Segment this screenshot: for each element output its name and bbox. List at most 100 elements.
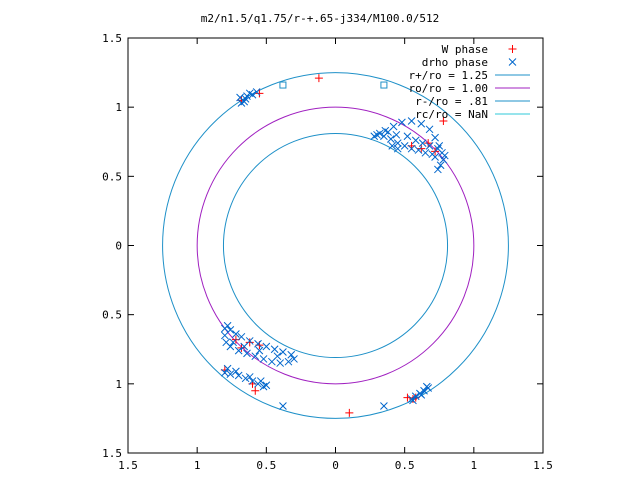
square-marker — [279, 81, 287, 89]
legend-label: drho phase — [422, 56, 488, 69]
drho-phase-point — [375, 129, 384, 138]
radius-circle — [162, 72, 509, 419]
drho-phase-point — [381, 126, 390, 135]
drho-phase-point — [262, 342, 271, 351]
drho-phase-point — [386, 135, 395, 143]
drho-phase-point — [232, 367, 240, 376]
drho-phase-point — [256, 377, 265, 385]
drho-phase-point — [243, 349, 251, 358]
drho-phase-point — [380, 402, 388, 410]
drho-phase-point — [400, 142, 409, 150]
drho-phase-point — [398, 118, 406, 127]
drho-phase-point — [436, 161, 445, 170]
drho-phase-point — [262, 381, 271, 390]
drho-phase-point — [439, 155, 448, 164]
drho-phase-point — [393, 139, 402, 147]
drho-phase-point — [388, 142, 397, 150]
w-phase-point — [439, 117, 448, 125]
drho-phase-point — [421, 148, 430, 157]
drho-phase-point — [417, 119, 426, 128]
drho-phase-point — [290, 355, 298, 363]
drho-phase-point — [270, 345, 279, 354]
drho-phase-point — [417, 391, 426, 399]
drho-phase-point — [420, 386, 428, 395]
drho-phase-point — [240, 342, 249, 351]
drho-phase-point — [252, 88, 261, 96]
y-tick-label: 0 — [115, 240, 122, 253]
drho-phase-point — [240, 97, 249, 106]
y-tick-label: 0.5 — [102, 170, 122, 183]
drho-phase-point — [407, 117, 416, 125]
x-tick-label: 0.5 — [395, 459, 415, 472]
drho-phase-point — [403, 132, 412, 141]
drho-phase-point — [414, 146, 423, 154]
w-phase-point — [314, 74, 323, 83]
drho-phase-point — [243, 92, 251, 100]
drho-phase-point — [251, 352, 260, 361]
drho-phase-point — [259, 355, 268, 363]
drho-phase-point — [392, 130, 401, 139]
legend-label: W phase — [442, 43, 488, 56]
x-tick-label: 1 — [194, 459, 201, 472]
w-phase-point — [345, 408, 354, 417]
drho-phase-point — [407, 144, 416, 153]
legend-marker-plus — [508, 45, 517, 53]
drho-phase-point — [237, 332, 246, 341]
legend-marker-cross — [508, 58, 517, 66]
drho-phase-point — [411, 136, 420, 145]
axis-ticks: 1.5 1 0.5 0 0.5 1 1.51.510.500.511.5 — [102, 32, 553, 472]
y-tick-label: 1 — [115, 101, 122, 114]
drho-phase-point — [226, 370, 235, 379]
legend-label: r-/ro = .81 — [415, 95, 488, 108]
w-phase-point — [251, 386, 260, 395]
radius-circle — [222, 132, 449, 359]
drho-phase-point — [248, 377, 257, 385]
drho-phase-point — [431, 153, 439, 161]
drho-phase-point — [284, 357, 293, 366]
drho-phase-point — [409, 396, 417, 405]
drho-phase-point — [422, 382, 431, 391]
drho-phase-point — [431, 133, 439, 142]
drho-phase-point — [229, 338, 237, 347]
x-tick-label: 0.5 — [256, 459, 276, 472]
drho-phase-point — [434, 165, 442, 174]
square-marker — [380, 81, 388, 89]
w-phase-point — [255, 89, 264, 98]
drho-phase-point — [234, 346, 243, 355]
drho-phase-point — [435, 142, 444, 150]
drho-phase-point — [226, 326, 235, 334]
drho-phase-point — [425, 125, 434, 134]
drho-phase-point — [393, 144, 402, 153]
legend-label: ro/ro = 1.00 — [409, 82, 488, 95]
w-phase-point — [424, 139, 433, 148]
drho-phase-point — [440, 151, 449, 160]
drho-phase-point — [276, 359, 285, 367]
radius-circles — [162, 72, 509, 419]
y-tick-label: 1.5 — [102, 32, 122, 45]
drho-phase-point — [287, 350, 296, 359]
drho-phase-point — [245, 373, 254, 381]
drho-phase-point — [370, 132, 379, 141]
y-tick-label: 0.5 — [102, 309, 122, 322]
legend-label: r+/ro = 1.25 — [409, 69, 488, 82]
x-tick-label: 1.5 — [533, 459, 553, 472]
drho-phase-point — [223, 321, 232, 330]
y-tick-label: 1.5 — [102, 447, 122, 460]
w-phase-point — [245, 338, 254, 347]
x-tick-label: 1 — [471, 459, 478, 472]
data-points — [220, 74, 449, 417]
drho-phase-point — [389, 122, 398, 131]
drho-phase-point — [226, 342, 235, 351]
drho-phase-point — [223, 364, 232, 373]
drho-phase-point — [418, 139, 427, 147]
drho-phase-point — [279, 402, 287, 410]
chart-title: m2/n1.5/q1.75/r-+.65-j334/M100.0/512 — [201, 12, 439, 25]
x-tick-label: 0 — [332, 459, 339, 472]
drho-phase-point — [232, 330, 240, 338]
radius-circle — [196, 106, 475, 385]
y-tick-label: 1 — [115, 378, 122, 391]
drho-phase-point — [273, 352, 282, 361]
drho-phase-point — [373, 130, 381, 139]
